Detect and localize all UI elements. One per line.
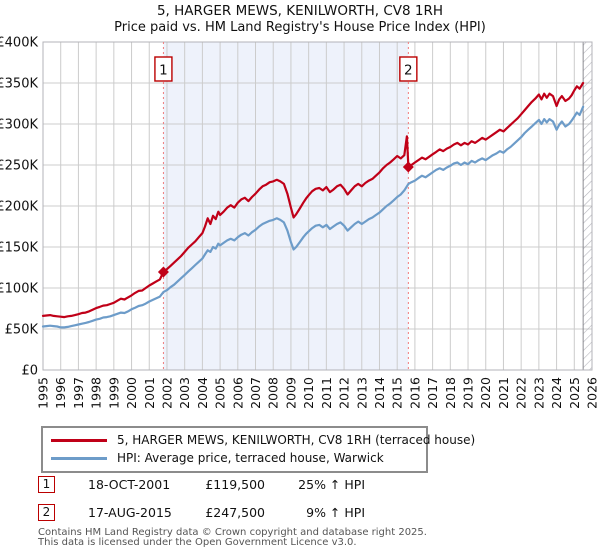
legend-label-property: 5, HARGER MEWS, KENILWORTH, CV8 1RH (ter… <box>117 433 476 447</box>
svg-text:£100K: £100K <box>0 282 38 297</box>
page-subtitle: Price paid vs. HM Land Registry's House … <box>114 20 486 35</box>
license-note: Contains HM Land Registry data © Crown c… <box>38 528 427 548</box>
svg-text:2001: 2001 <box>142 377 157 409</box>
svg-text:2018: 2018 <box>443 377 458 409</box>
svg-text:2019: 2019 <box>461 377 476 409</box>
svg-text:2002: 2002 <box>159 377 174 409</box>
svg-text:2009: 2009 <box>283 377 298 409</box>
svg-text:£350K: £350K <box>0 77 38 92</box>
svg-text:2020: 2020 <box>478 377 493 409</box>
svg-text:1996: 1996 <box>53 377 68 409</box>
license-line-1: Contains HM Land Registry data © Crown c… <box>38 527 427 538</box>
legend-item-property: 5, HARGER MEWS, KENILWORTH, CV8 1RH (ter… <box>43 431 475 449</box>
svg-text:£200K: £200K <box>0 200 38 215</box>
sale-row-2: 2 17-AUG-2015 £247,500 9% ↑ HPI <box>0 504 600 522</box>
legend-item-hpi: HPI: Average price, terraced house, Warw… <box>43 449 426 467</box>
svg-text:2005: 2005 <box>213 377 228 409</box>
svg-text:2015: 2015 <box>390 377 405 409</box>
sale-1-date: 18-OCT-2001 <box>88 477 171 492</box>
svg-text:£400K: £400K <box>0 36 38 51</box>
svg-text:2025: 2025 <box>567 377 582 409</box>
sale-1-price: £119,500 <box>205 477 265 492</box>
license-line-2: This data is licensed under the Open Gov… <box>38 537 357 548</box>
svg-text:1995: 1995 <box>36 377 51 409</box>
svg-text:2013: 2013 <box>354 377 369 409</box>
svg-text:2012: 2012 <box>337 377 352 409</box>
svg-text:2026: 2026 <box>585 377 600 409</box>
svg-text:2014: 2014 <box>372 377 387 409</box>
chart-legend: 5, HARGER MEWS, KENILWORTH, CV8 1RH (ter… <box>41 426 475 473</box>
svg-text:£300K: £300K <box>0 118 38 133</box>
sale-1-marker-badge: 1 <box>38 476 55 493</box>
sale-2-marker-badge: 2 <box>38 504 55 521</box>
svg-text:2008: 2008 <box>266 377 281 409</box>
svg-text:£50K: £50K <box>5 323 39 338</box>
svg-text:2004: 2004 <box>195 377 210 409</box>
sale-1-vs-hpi: 25% ↑ HPI <box>298 477 365 492</box>
svg-text:2010: 2010 <box>301 377 316 409</box>
price-history-chart: 1 2 £0 £50K £100K £150K £200K £250K £300K £350K £4… <box>0 36 600 409</box>
svg-text:2000: 2000 <box>124 377 139 409</box>
svg-text:2016: 2016 <box>407 377 422 409</box>
blue-line-swatch-icon <box>51 456 107 460</box>
sale-row-1: 1 18-OCT-2001 £119,500 25% ↑ HPI <box>0 476 600 494</box>
svg-text:£150K: £150K <box>0 241 38 256</box>
svg-text:2011: 2011 <box>319 377 334 409</box>
sale-2-date: 17-AUG-2015 <box>88 505 172 520</box>
svg-text:£0: £0 <box>21 364 38 379</box>
svg-text:2: 2 <box>404 63 413 79</box>
red-line-swatch-icon <box>51 438 107 442</box>
svg-text:1999: 1999 <box>106 377 121 409</box>
svg-text:1: 1 <box>159 63 168 79</box>
svg-text:£250K: £250K <box>0 159 38 174</box>
svg-text:2017: 2017 <box>425 377 440 409</box>
page-title: 5, HARGER MEWS, KENILWORTH, CV8 1RH <box>156 3 444 19</box>
sale-2-price: £247,500 <box>205 505 265 520</box>
svg-text:2023: 2023 <box>531 377 546 409</box>
svg-text:2024: 2024 <box>549 377 564 409</box>
svg-text:2021: 2021 <box>496 377 511 409</box>
svg-text:1997: 1997 <box>71 377 86 409</box>
svg-text:2006: 2006 <box>230 377 245 409</box>
svg-text:1998: 1998 <box>89 377 104 409</box>
sale-2-vs-hpi: 9% ↑ HPI <box>306 505 365 520</box>
svg-text:2003: 2003 <box>177 377 192 409</box>
legend-label-hpi: HPI: Average price, terraced house, Warw… <box>117 451 384 465</box>
svg-text:2022: 2022 <box>514 377 529 409</box>
svg-text:2007: 2007 <box>248 377 263 409</box>
